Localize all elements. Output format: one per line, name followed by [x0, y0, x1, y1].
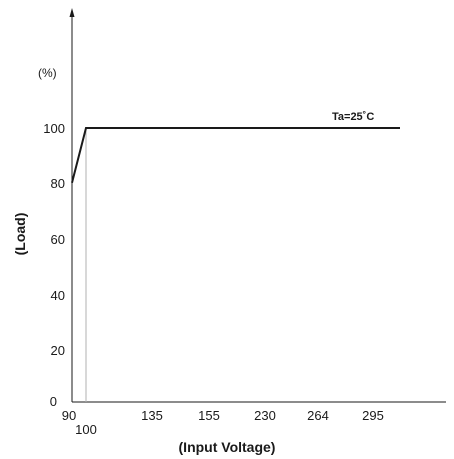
x-tick-label: 155	[198, 408, 220, 423]
x-tick-label: 90	[62, 408, 76, 423]
x-tick-label: 135	[141, 408, 163, 423]
x-tick-label: 100	[75, 422, 97, 437]
y-tick-label: 80	[51, 176, 65, 191]
x-tick-label: 295	[362, 408, 384, 423]
y-tick-label: 60	[51, 232, 65, 247]
y-unit-label: (%)	[38, 66, 57, 80]
load-derating-line	[71, 127, 400, 184]
y-axis-arrow-icon	[69, 8, 75, 17]
x-tick-label: 230	[254, 408, 276, 423]
y-tick-label: 40	[51, 288, 65, 303]
temperature-annotation: Ta=25˚C	[332, 111, 374, 123]
y-tick-labels: 0 20 40 60 80 100	[43, 121, 65, 409]
x-tick-labels: 90 100 135 155 230 264 295	[62, 408, 384, 437]
x-tick-label: 264	[307, 408, 329, 423]
y-tick-label: 0	[50, 394, 57, 409]
y-axis-title: (Load)	[12, 213, 28, 256]
y-tick-label: 20	[51, 343, 65, 358]
y-tick-label: 100	[43, 121, 65, 136]
x-axis-title: (Input Voltage)	[179, 439, 276, 455]
